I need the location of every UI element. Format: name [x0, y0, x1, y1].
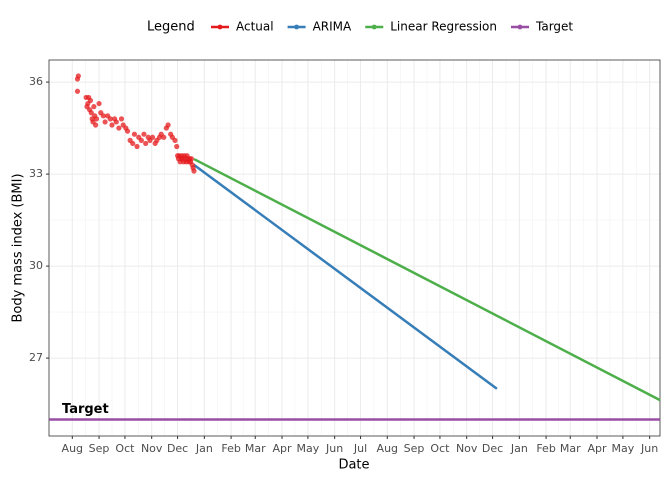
x-tick-label: Nov — [456, 442, 478, 455]
x-tick-label: Aug — [377, 442, 398, 455]
x-tick-label: Mar — [560, 442, 581, 455]
legend-label: Linear Regression — [390, 20, 497, 34]
data-point — [100, 113, 106, 119]
data-point — [188, 156, 194, 162]
legend-label: ARIMA — [313, 20, 352, 34]
data-point — [165, 122, 171, 128]
data-point — [191, 168, 197, 174]
data-point — [130, 140, 136, 147]
x-tick-label: Jun — [640, 442, 658, 455]
data-point — [143, 140, 149, 147]
legend-title: Legend — [147, 20, 195, 35]
x-tick-label: Dec — [482, 442, 503, 455]
y-tick-label: 30 — [29, 259, 43, 272]
data-point — [138, 137, 144, 143]
data-point — [118, 116, 125, 122]
data-point — [93, 116, 100, 122]
x-tick-label: Aug — [62, 442, 83, 455]
x-tick-label: Sep — [89, 442, 110, 455]
x-tick-label: Jun — [325, 442, 343, 455]
data-point — [113, 119, 119, 125]
x-tick-label: Oct — [115, 442, 135, 455]
forecast-line — [193, 163, 498, 390]
target-annotation: Target — [62, 402, 109, 417]
data-point — [88, 110, 94, 116]
x-tick-label: Jul — [353, 442, 367, 455]
legend-key — [294, 24, 299, 30]
x-tick-label: May — [612, 442, 635, 455]
data-point — [141, 131, 147, 137]
data-point — [172, 137, 178, 143]
data-point — [134, 143, 140, 150]
y-tick-label: 27 — [29, 351, 43, 364]
x-tick-label: Apr — [587, 442, 607, 455]
x-tick-label: Sep — [404, 442, 425, 455]
forecast-line — [193, 157, 661, 402]
x-tick-label: Dec — [167, 442, 188, 455]
y-tick-label: 36 — [29, 75, 43, 88]
plot-border — [48, 59, 661, 437]
data-point — [93, 122, 99, 128]
data-point — [161, 134, 167, 140]
x-axis-title: Date — [338, 458, 369, 473]
data-point — [116, 125, 122, 131]
x-tick-label: Feb — [536, 442, 555, 455]
x-tick-label: Jan — [510, 442, 528, 455]
x-tick-label: May — [297, 442, 320, 455]
legend-key — [371, 24, 377, 30]
x-tick-label: Jan — [195, 442, 213, 455]
data-point — [149, 134, 156, 140]
x-tick-label: Oct — [430, 442, 450, 455]
data-point — [74, 88, 81, 94]
legend-key — [217, 24, 223, 30]
data-point — [109, 122, 115, 128]
x-tick-label: Mar — [245, 442, 266, 455]
data-point — [107, 116, 113, 122]
x-tick-label: Feb — [221, 442, 240, 455]
data-point — [75, 73, 81, 79]
y-axis-title: Body mass index (BMI) — [11, 173, 26, 322]
legend-label: Target — [535, 20, 573, 34]
data-point — [91, 104, 97, 110]
legend-label: Actual — [236, 20, 274, 34]
data-point — [174, 143, 180, 150]
data-point — [96, 100, 102, 107]
data-point — [102, 119, 108, 125]
x-tick-label: Nov — [141, 442, 163, 455]
data-point — [124, 128, 131, 134]
x-tick-label: Apr — [272, 442, 292, 455]
legend-key — [517, 24, 523, 30]
data-point — [87, 97, 94, 104]
y-tick-label: 33 — [29, 167, 43, 180]
data-point — [131, 131, 138, 137]
